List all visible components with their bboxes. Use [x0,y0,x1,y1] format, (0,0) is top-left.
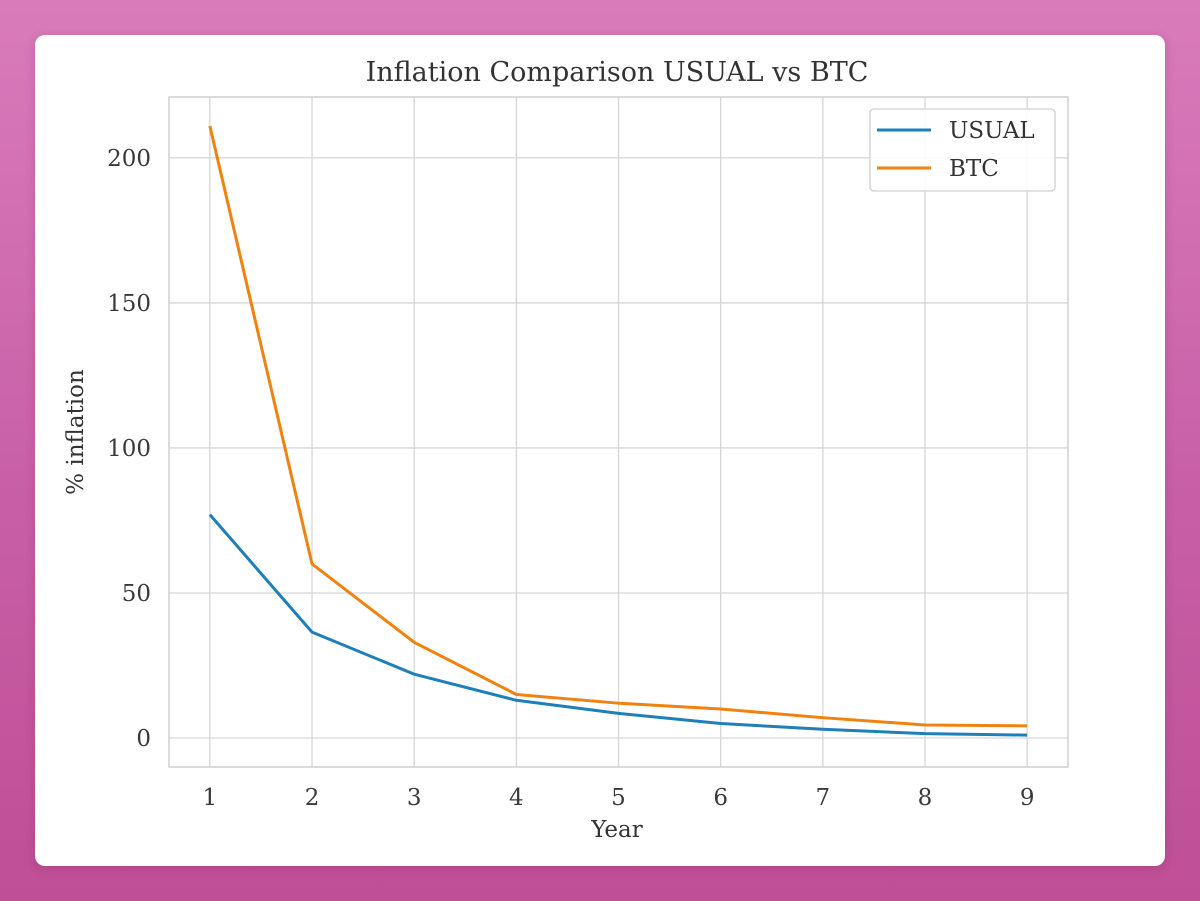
y-tick-label: 50 [122,581,151,607]
y-tick-label: 0 [136,726,151,752]
legend-label-btc: BTC [949,156,999,182]
legend-label-usual: USUAL [949,118,1035,144]
x-tick-labels: 1 2 3 4 5 6 7 8 9 [203,785,1035,811]
grid-lines [169,97,1068,767]
series-lines [208,125,1028,737]
x-tick-label: 9 [1020,785,1035,811]
plot-frame [168,96,1069,768]
x-axis-label: Year [590,817,643,843]
x-tick-label: 2 [305,785,320,811]
x-tick-label: 1 [203,785,218,811]
chart-title: Inflation Comparison USUAL vs BTC [366,57,869,88]
line-chart: Inflation Comparison USUAL vs BTC 1 2 3 4 5 6… [63,57,1069,843]
x-tick-label: 7 [815,785,830,811]
y-tick-label: 200 [107,146,151,172]
x-tick-label: 4 [509,785,524,811]
y-tick-labels: 0 50 100 150 200 [107,146,151,752]
y-tick-label: 150 [107,291,151,317]
series-line-usual [208,513,1028,737]
chart-card: Inflation Comparison USUAL vs BTC 1 2 3 4 5 6… [35,35,1165,866]
x-tick-label: 6 [713,785,728,811]
x-tick-label: 5 [611,785,626,811]
y-axis-label: % inflation [63,369,89,495]
x-tick-label: 8 [918,785,933,811]
x-tick-label: 3 [407,785,422,811]
legend: USUAL BTC [869,108,1056,192]
y-tick-label: 100 [107,436,151,462]
series-line-btc [208,125,1028,728]
